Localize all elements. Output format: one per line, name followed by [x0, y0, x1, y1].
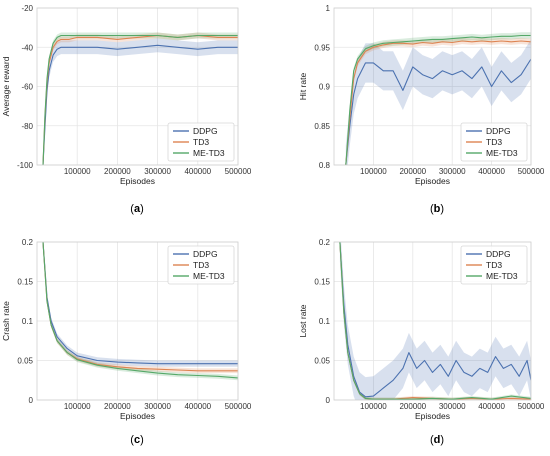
- legend-entry: TD3: [486, 260, 502, 270]
- legend-entry: DDPG: [486, 249, 511, 259]
- y-axis-label: Hit rate: [298, 73, 308, 101]
- x-tick-label: 100000: [64, 402, 91, 411]
- x-tick-label: 100000: [64, 167, 91, 176]
- series-line-ddpg: [339, 242, 531, 398]
- x-tick-label: 400000: [184, 167, 211, 176]
- y-axis-label: Crash rate: [1, 301, 11, 341]
- series-line-ddpg: [345, 58, 531, 165]
- x-axis-label: Episodes: [120, 176, 155, 186]
- y-tick-label: 0: [326, 396, 331, 405]
- y-tick-label: 0.2: [22, 238, 34, 247]
- series-group: [339, 242, 531, 400]
- y-tick-label: 0.05: [17, 357, 33, 366]
- y-tick-label: 0.15: [17, 278, 33, 287]
- y-axis-label: Lost rate: [298, 304, 308, 337]
- legend-box: [167, 245, 235, 285]
- y-tick-label: 0.1: [319, 317, 331, 326]
- legend-box: [460, 122, 528, 162]
- y-tick-label: 0.05: [314, 357, 330, 366]
- chart-panel-c: 100000 200000 300000 400000 500000 0 0.05 0.1 0.…: [1, 238, 252, 446]
- panel-caption: (a): [130, 203, 143, 215]
- legend-entry: ME-TD3: [486, 148, 518, 158]
- x-axis-label: Episodes: [415, 411, 450, 421]
- plot-frame: [36, 7, 239, 166]
- chart-panel-b: 100000 200000 300000 400000 500000 0.8 0.85 0.9…: [298, 4, 545, 215]
- series-group: [42, 32, 238, 165]
- y-tick-label: 1: [326, 4, 331, 13]
- x-axis-label: Episodes: [120, 411, 155, 421]
- y-tick-label: -80: [21, 122, 33, 131]
- y-tick-label: -20: [21, 4, 33, 13]
- x-tick-label: 200000: [104, 402, 131, 411]
- panel-caption: (d): [430, 434, 444, 446]
- legend-entry: DDPG: [193, 126, 218, 136]
- y-tick-label: -40: [21, 43, 33, 52]
- y-tick-label: -60: [21, 83, 33, 92]
- series-line-ddpg: [42, 242, 238, 365]
- y-tick-label: 0.15: [314, 278, 330, 287]
- x-tick-label: 500000: [518, 402, 545, 411]
- panel-caption: (c): [130, 434, 143, 446]
- x-tick-label: 500000: [518, 167, 545, 176]
- legend-box: [460, 245, 528, 285]
- legend-entry: TD3: [486, 137, 502, 147]
- x-tick-label: 100000: [360, 402, 387, 411]
- plot-frame: [333, 7, 532, 166]
- series-line-me-td3: [339, 242, 531, 400]
- y-tick-label: 0.85: [314, 122, 330, 131]
- x-tick-label: 400000: [478, 167, 505, 176]
- series-group: [42, 242, 238, 381]
- x-tick-label: 500000: [225, 402, 252, 411]
- series-line-me-td3: [42, 34, 238, 165]
- panel-caption: (b): [430, 203, 444, 215]
- x-tick-label: 400000: [184, 402, 211, 411]
- legend-entry: TD3: [193, 260, 209, 270]
- series-band-ddpg: [43, 38, 238, 165]
- chart-panel-a: 100000 200000 300000 400000 500000 -100 -80 -60…: [1, 4, 252, 215]
- legend-entry: ME-TD3: [486, 271, 518, 281]
- y-axis-label: Average reward: [1, 56, 11, 116]
- x-tick-label: 400000: [478, 402, 505, 411]
- series-group: [345, 32, 531, 165]
- y-tick-label: 0.8: [319, 161, 331, 170]
- x-axis-label: Episodes: [415, 176, 450, 186]
- series-line-ddpg: [42, 44, 238, 165]
- y-tick-label: -100: [17, 161, 34, 170]
- legend-entry: ME-TD3: [193, 271, 225, 281]
- y-tick-label: 0.9: [319, 83, 331, 92]
- plot-frame: [333, 241, 532, 401]
- x-tick-label: 500000: [225, 167, 252, 176]
- legend-entry: DDPG: [193, 249, 218, 259]
- series-line-me-td3: [42, 242, 238, 379]
- legend-entry: TD3: [193, 137, 209, 147]
- y-tick-label: 0: [29, 396, 34, 405]
- series-line-me-td3: [345, 34, 531, 165]
- x-tick-label: 200000: [399, 167, 426, 176]
- x-tick-label: 200000: [104, 167, 131, 176]
- x-tick-label: 100000: [360, 167, 387, 176]
- series-band-ddpg: [339, 242, 531, 400]
- x-tick-label: 300000: [439, 402, 466, 411]
- plot-frame: [36, 241, 239, 401]
- x-tick-label: 200000: [399, 402, 426, 411]
- x-tick-label: 300000: [144, 167, 171, 176]
- y-tick-label: 0.95: [314, 43, 330, 52]
- legend-box: [167, 122, 235, 162]
- x-tick-label: 300000: [439, 167, 466, 176]
- y-tick-label: 0.2: [319, 238, 331, 247]
- y-tick-label: 0.1: [22, 317, 34, 326]
- legend-entry: ME-TD3: [193, 148, 225, 158]
- x-tick-label: 300000: [144, 402, 171, 411]
- legend-entry: DDPG: [486, 126, 511, 136]
- chart-panel-d: 100000 200000 300000 400000 500000 0 0.05 0.1 0.…: [298, 238, 545, 446]
- series-line-td3: [345, 40, 531, 165]
